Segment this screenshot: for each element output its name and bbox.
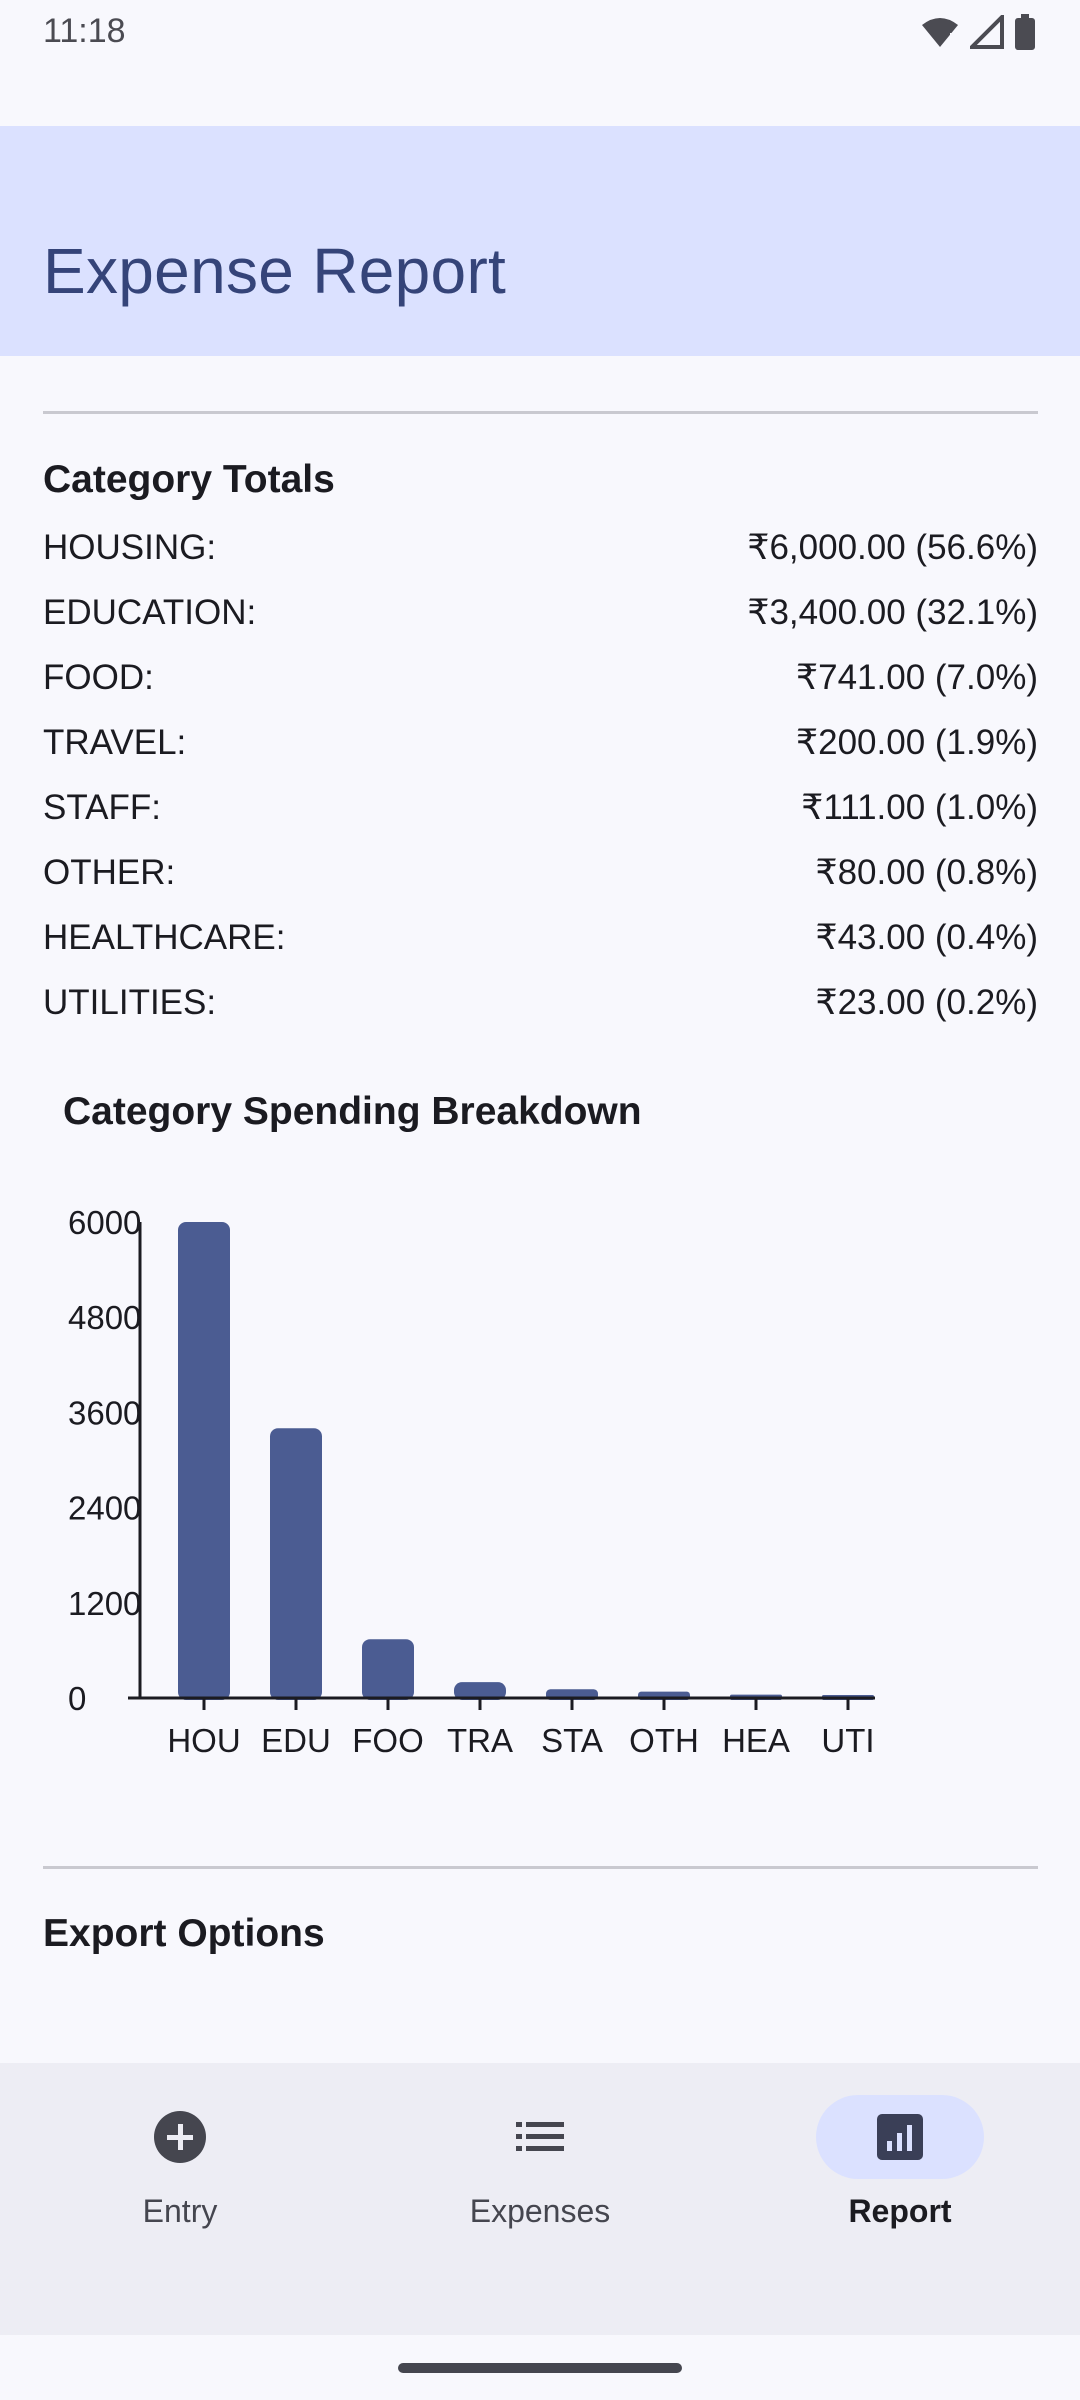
list-icon bbox=[516, 2122, 564, 2151]
totals-category: HEALTHCARE: bbox=[43, 918, 286, 957]
bottom-navigation: Entry Expenses Report bbox=[0, 2063, 1080, 2335]
battery-icon bbox=[1015, 14, 1035, 50]
page-title: Expense Report bbox=[43, 235, 507, 307]
y-tick-label: 2400 bbox=[68, 1490, 141, 1527]
bar-chart: 0 1200 2400 3600 4800 6000 HOU EDU FOO TRA STA OTH H… bbox=[68, 1204, 875, 1759]
x-tick-label: HEA bbox=[722, 1722, 790, 1759]
totals-amount: ₹23.00 (0.2%) bbox=[815, 983, 1038, 1022]
totals-row: STAFF: ₹111.00 (1.0%) bbox=[43, 788, 1038, 848]
totals-row: FOOD: ₹741.00 (7.0%) bbox=[43, 658, 1038, 718]
x-tick-label: HOU bbox=[167, 1722, 240, 1759]
bar bbox=[362, 1639, 414, 1700]
category-spending-chart: 0 1200 2400 3600 4800 6000 HOU EDU FOO TRA STA OTH H… bbox=[0, 1170, 1080, 1790]
totals-amount: ₹111.00 (1.0%) bbox=[801, 788, 1038, 827]
divider bbox=[43, 411, 1038, 414]
totals-amount: ₹3,400.00 (32.1%) bbox=[747, 593, 1038, 632]
totals-category: FOOD: bbox=[43, 658, 154, 697]
status-bar: 11:18 bbox=[0, 0, 1080, 64]
export-options-title: Export Options bbox=[43, 1912, 325, 1955]
x-tick-label: OTH bbox=[629, 1722, 699, 1759]
totals-row: UTILITIES: ₹23.00 (0.2%) bbox=[43, 983, 1038, 1043]
bar bbox=[454, 1682, 506, 1700]
x-tick-label: TRA bbox=[447, 1722, 513, 1759]
wifi-icon bbox=[922, 18, 958, 47]
status-time: 11:18 bbox=[43, 12, 126, 50]
totals-amount: ₹741.00 (7.0%) bbox=[795, 658, 1038, 697]
totals-category: TRAVEL: bbox=[43, 723, 187, 762]
y-tick-label: 0 bbox=[68, 1680, 86, 1717]
totals-category: OTHER: bbox=[43, 853, 176, 892]
totals-amount: ₹80.00 (0.8%) bbox=[815, 853, 1038, 892]
x-tick-label: STA bbox=[541, 1722, 603, 1759]
status-icons bbox=[920, 14, 1036, 50]
y-tick-label: 4800 bbox=[68, 1299, 141, 1336]
top-app-bar: Expense Report bbox=[0, 126, 1080, 356]
y-tick-label: 1200 bbox=[68, 1585, 141, 1622]
totals-category: HOUSING: bbox=[43, 528, 217, 567]
totals-row: EDUCATION: ₹3,400.00 (32.1%) bbox=[43, 593, 1038, 653]
totals-category: EDUCATION: bbox=[43, 593, 257, 632]
nav-label-entry: Entry bbox=[142, 2193, 218, 2229]
chart-title: Category Spending Breakdown bbox=[63, 1090, 642, 1133]
totals-row: HEALTHCARE: ₹43.00 (0.4%) bbox=[43, 918, 1038, 978]
add-circle-icon bbox=[154, 2111, 206, 2163]
x-tick-label: EDU bbox=[261, 1722, 331, 1759]
totals-row: HOUSING: ₹6,000.00 (56.6%) bbox=[43, 528, 1038, 588]
cell-signal-icon bbox=[970, 15, 1004, 49]
home-indicator[interactable] bbox=[398, 2363, 682, 2373]
totals-amount: ₹200.00 (1.9%) bbox=[795, 723, 1038, 762]
nav-item-entry[interactable]: Entry bbox=[0, 2063, 360, 2335]
category-totals-title: Category Totals bbox=[43, 458, 335, 501]
x-tick-label: UTI bbox=[821, 1722, 874, 1759]
totals-category: UTILITIES: bbox=[43, 983, 217, 1022]
totals-row: OTHER: ₹80.00 (0.8%) bbox=[43, 853, 1038, 913]
nav-item-expenses[interactable]: Expenses bbox=[360, 2063, 720, 2335]
divider bbox=[43, 1866, 1038, 1869]
y-tick-label: 6000 bbox=[68, 1204, 141, 1241]
totals-amount: ₹43.00 (0.4%) bbox=[815, 918, 1038, 957]
bar bbox=[270, 1428, 322, 1700]
totals-amount: ₹6,000.00 (56.6%) bbox=[747, 528, 1038, 567]
bar-chart-icon bbox=[877, 2114, 923, 2160]
nav-item-report[interactable]: Report bbox=[720, 2063, 1080, 2335]
x-tick-label: FOO bbox=[352, 1722, 424, 1759]
nav-label-expenses: Expenses bbox=[469, 2193, 611, 2229]
nav-label-report: Report bbox=[848, 2193, 952, 2229]
totals-category: STAFF: bbox=[43, 788, 161, 827]
totals-row: TRAVEL: ₹200.00 (1.9%) bbox=[43, 723, 1038, 783]
bar bbox=[178, 1222, 230, 1700]
y-tick-label: 3600 bbox=[68, 1394, 141, 1431]
